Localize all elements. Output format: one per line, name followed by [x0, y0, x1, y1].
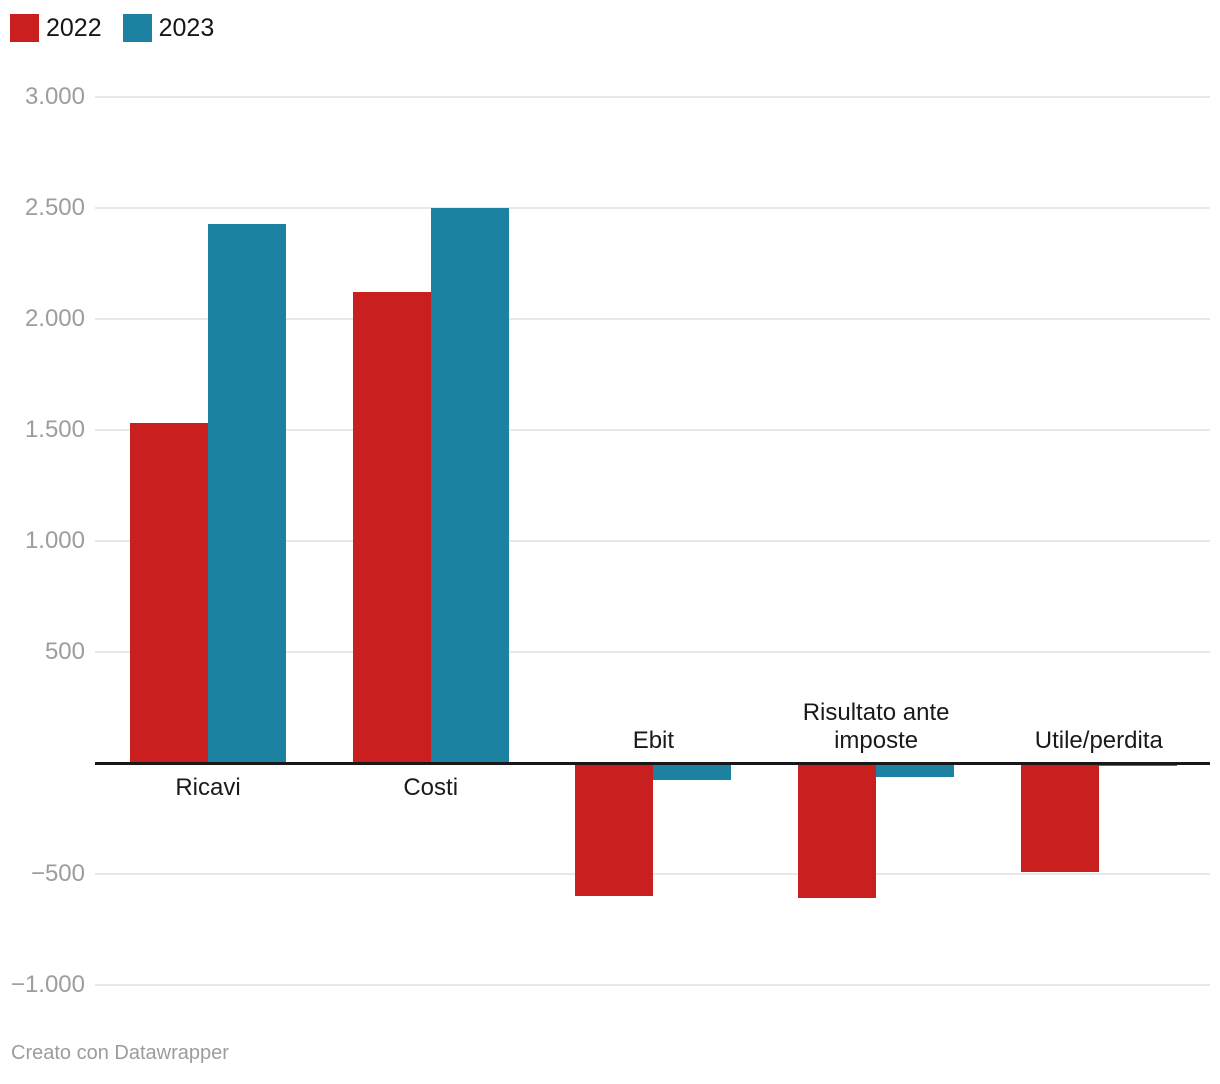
y-tick-label: 1.000 — [24, 527, 85, 554]
bar-2023-ricavi — [208, 223, 286, 763]
y-tick-label: −1.000 — [10, 971, 85, 998]
legend: 2022 2023 — [10, 14, 214, 42]
y-tick-label: −500 — [30, 860, 85, 887]
bar-2022-ebit — [575, 763, 654, 897]
category-label-risultato-ante-imposte: Risultato ante imposte — [802, 699, 950, 754]
y-tick-label: 2.000 — [24, 305, 85, 332]
legend-item-2023: 2023 — [122, 14, 215, 42]
bar-2022-costi — [352, 292, 431, 763]
bar-2023-risultato-ante-imposte — [876, 763, 955, 778]
bar-2022-utile-perdita — [1020, 763, 1099, 872]
bar-2023-costi — [430, 208, 509, 763]
y-tick-label: 3.000 — [24, 83, 85, 110]
gridline--1000 — [95, 984, 1210, 986]
category-label-utile-perdita: Utile/perdita — [1034, 727, 1163, 754]
bar-2022-ricavi — [130, 423, 208, 763]
legend-label: 2023 — [158, 14, 215, 42]
category-label-ricavi: Ricavi — [175, 774, 241, 801]
gridline-1000 — [95, 540, 1210, 542]
bar-2023-utile-perdita — [1098, 763, 1177, 767]
y-tick-label: 500 — [44, 638, 85, 665]
gridline-500 — [95, 651, 1210, 653]
legend-label: 2022 — [46, 14, 102, 42]
gridline-2500 — [95, 207, 1210, 209]
attribution-text: Creato con Datawrapper — [11, 1042, 229, 1064]
gridline-2000 — [95, 318, 1210, 320]
bar-2023-ebit — [653, 763, 732, 780]
bar-2022-risultato-ante-imposte — [798, 763, 877, 899]
y-tick-label: 1.500 — [24, 416, 85, 443]
gridline-3000 — [95, 96, 1210, 98]
y-tick-label: 2.500 — [24, 194, 85, 221]
legend-swatch-2022 — [10, 14, 39, 42]
legend-item-2022: 2022 — [10, 14, 102, 42]
category-label-ebit: Ebit — [632, 727, 675, 754]
legend-swatch-2023 — [122, 14, 152, 42]
x-axis-zero-line — [95, 761, 1210, 765]
gridline-1500 — [95, 429, 1210, 431]
category-label-costi: Costi — [403, 774, 459, 801]
